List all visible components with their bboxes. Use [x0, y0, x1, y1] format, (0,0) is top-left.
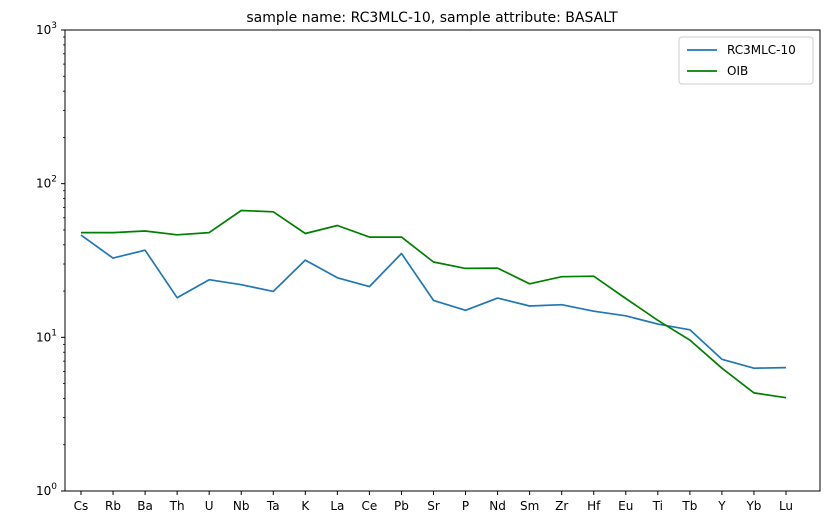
x-tick-label-la: La [330, 499, 344, 513]
x-tick-label-zr: Zr [555, 499, 568, 513]
x-tick-label-nd: Nd [489, 499, 506, 513]
x-tick-label-cs: Cs [74, 499, 89, 513]
x-tick-label-ti: Ti [652, 499, 663, 513]
x-tick-label-y: Y [717, 499, 726, 513]
x-tick-label-lu: Lu [779, 499, 793, 513]
y-tick-label-exponent: 0 [51, 482, 57, 492]
x-tick-label-yb: Yb [745, 499, 761, 513]
x-tick-label-eu: Eu [618, 499, 633, 513]
x-tick-label-ta: Ta [266, 499, 280, 513]
y-tick-label: 102 [36, 175, 57, 191]
y-tick-label: 101 [36, 328, 57, 344]
x-tick-label-pb: Pb [394, 499, 409, 513]
y-tick-label-exponent: 1 [51, 328, 57, 338]
x-tick-label-tb: Tb [681, 499, 697, 513]
y-tick-label-base: 10 [36, 177, 51, 191]
chart-title: sample name: RC3MLC-10, sample attribute… [246, 10, 618, 26]
legend-label: OIB [727, 64, 748, 78]
x-tick-label-th: Th [169, 499, 185, 513]
y-tick-label-base: 10 [36, 23, 51, 37]
x-tick-label-nb: Nb [233, 499, 250, 513]
y-tick-label-base: 10 [36, 330, 51, 344]
series-line-oib [81, 209, 787, 399]
x-tick-label-u: U [205, 499, 214, 513]
y-tick-label-exponent: 3 [51, 21, 57, 31]
x-tick-label-rb: Rb [105, 499, 121, 513]
legend-box [678, 36, 814, 85]
x-tick-label-ce: Ce [362, 499, 378, 513]
plot-area [65, 30, 820, 491]
x-tick-label-k: K [301, 499, 310, 513]
legend-label: RC3MLC-10 [727, 43, 796, 57]
y-tick-label-base: 10 [36, 484, 51, 498]
x-axis: Cs Rb Ba Th U Nb Ta K La Ce Pb Sr P Nd Sm Zr Hf Eu Ti Tb Y Yb… [74, 491, 793, 513]
y-tick-label: 100 [36, 482, 57, 498]
x-tick-label-sm: Sm [520, 499, 539, 513]
series-group [80, 209, 787, 399]
x-tick-label-p: P [462, 499, 469, 513]
y-tick-label: 103 [36, 21, 57, 37]
legend: RC3MLC-10 OIB [678, 36, 814, 85]
y-tick-label-exponent: 2 [51, 175, 57, 185]
plot-frame [64, 29, 821, 492]
x-tick-label-sr: Sr [427, 499, 440, 513]
x-tick-label-ba: Ba [137, 499, 153, 513]
x-tick-label-hf: Hf [587, 499, 601, 513]
